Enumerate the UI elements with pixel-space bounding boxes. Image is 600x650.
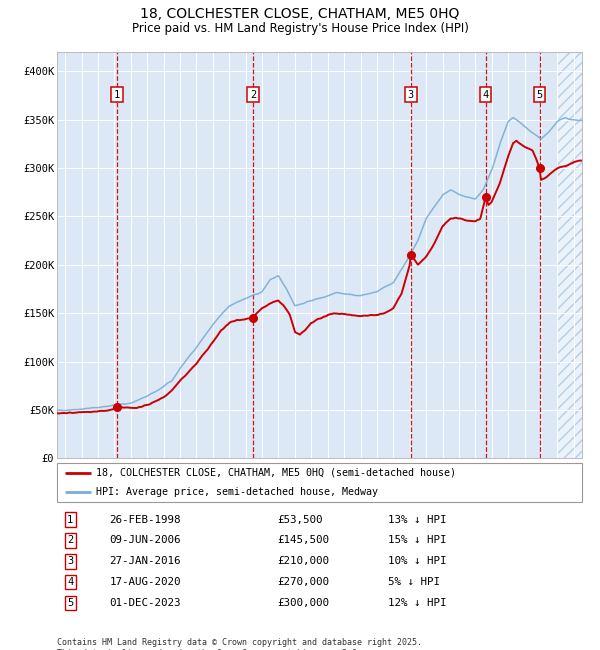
Text: £210,000: £210,000 — [277, 556, 329, 566]
Text: 26-FEB-1998: 26-FEB-1998 — [110, 515, 181, 525]
Text: Price paid vs. HM Land Registry's House Price Index (HPI): Price paid vs. HM Land Registry's House … — [131, 22, 469, 35]
Text: 2: 2 — [67, 536, 73, 545]
Text: £145,500: £145,500 — [277, 536, 329, 545]
Text: 2: 2 — [250, 90, 256, 99]
Text: 18, COLCHESTER CLOSE, CHATHAM, ME5 0HQ (semi-detached house): 18, COLCHESTER CLOSE, CHATHAM, ME5 0HQ (… — [97, 467, 457, 478]
Text: 10% ↓ HPI: 10% ↓ HPI — [388, 556, 446, 566]
Text: 27-JAN-2016: 27-JAN-2016 — [110, 556, 181, 566]
Bar — [557, 52, 582, 458]
Text: 4: 4 — [482, 90, 489, 99]
FancyBboxPatch shape — [57, 463, 582, 502]
Text: £300,000: £300,000 — [277, 598, 329, 608]
Text: HPI: Average price, semi-detached house, Medway: HPI: Average price, semi-detached house,… — [97, 487, 379, 497]
Text: 5: 5 — [536, 90, 543, 99]
Text: 18, COLCHESTER CLOSE, CHATHAM, ME5 0HQ: 18, COLCHESTER CLOSE, CHATHAM, ME5 0HQ — [140, 6, 460, 21]
Text: 17-AUG-2020: 17-AUG-2020 — [110, 577, 181, 587]
Text: 3: 3 — [67, 556, 73, 566]
Bar — [557, 52, 582, 458]
Text: 1: 1 — [67, 515, 73, 525]
Text: 01-DEC-2023: 01-DEC-2023 — [110, 598, 181, 608]
Text: £53,500: £53,500 — [277, 515, 323, 525]
Text: 4: 4 — [67, 577, 73, 587]
Text: 09-JUN-2006: 09-JUN-2006 — [110, 536, 181, 545]
Text: 12% ↓ HPI: 12% ↓ HPI — [388, 598, 446, 608]
Text: 5% ↓ HPI: 5% ↓ HPI — [388, 577, 440, 587]
Text: 5: 5 — [67, 598, 73, 608]
Text: 1: 1 — [114, 90, 120, 99]
Text: Contains HM Land Registry data © Crown copyright and database right 2025.
This d: Contains HM Land Registry data © Crown c… — [57, 638, 422, 650]
Text: £270,000: £270,000 — [277, 577, 329, 587]
Text: 3: 3 — [408, 90, 414, 99]
Text: 13% ↓ HPI: 13% ↓ HPI — [388, 515, 446, 525]
Text: 15% ↓ HPI: 15% ↓ HPI — [388, 536, 446, 545]
